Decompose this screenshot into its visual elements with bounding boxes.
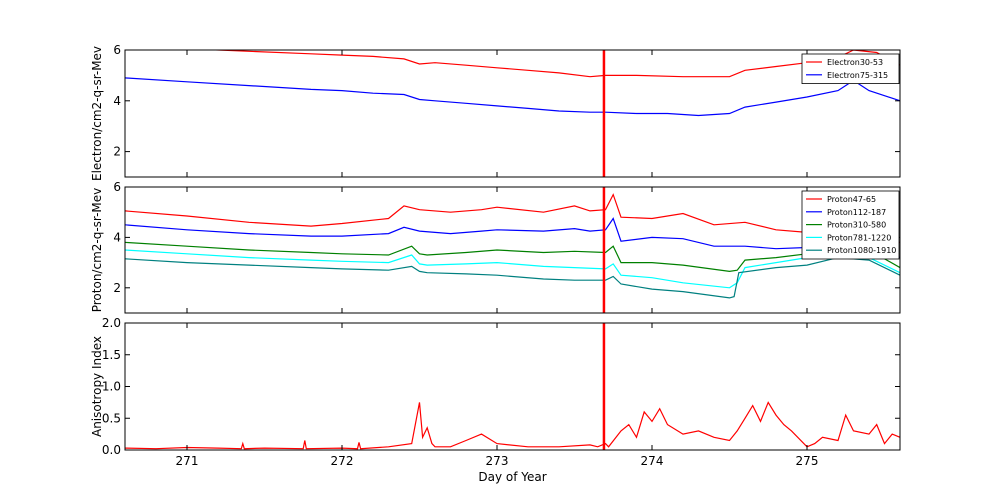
series-line-proton-1: [125, 217, 900, 259]
series-line-proton-4: [125, 256, 900, 299]
axes-frame: [124, 49, 901, 178]
legend-label: Proton47-65: [827, 195, 876, 204]
x-tick-label: 272: [331, 454, 354, 468]
series-line-proton-3: [125, 249, 900, 289]
legend-box: [801, 53, 900, 85]
axes-frame: [124, 186, 901, 314]
legend-label: Electron75-315: [827, 71, 888, 80]
legend-label: Electron30-53: [827, 58, 883, 67]
x-tick-label: 273: [486, 454, 509, 468]
legend-label: Proton781-1220: [827, 233, 891, 242]
legend-label: Proton310-580: [827, 221, 886, 230]
panel-proton: 2 4 6 Proton/cm2-q-sr-Mev Proton47-65 Proton1…: [90, 180, 901, 314]
series-line-electron-1: [125, 77, 900, 117]
legend-label: Proton1080-1910: [827, 246, 896, 255]
y-tick-label: 1.5: [102, 348, 121, 362]
y-axis-label: Proton/cm2-q-sr-Mev: [90, 188, 104, 313]
y-axis-label: Anisotropy Index: [90, 336, 104, 437]
y-axis-label: Electron/cm2-q-sr-Mev: [90, 46, 104, 181]
y-tick-label: 1.0: [102, 380, 121, 394]
x-axis-label: Day of Year: [478, 470, 546, 484]
y-tick-label: 0.5: [102, 411, 121, 425]
legend: Proton47-65 Proton112-187 Proton310-580 Pro…: [801, 190, 900, 260]
y-tick-label: 2.0: [102, 316, 121, 330]
y-tick-label: 4: [113, 230, 121, 244]
series-line-proton-2: [125, 241, 900, 273]
y-tick-label: 4: [113, 94, 121, 108]
x-tick-label: 274: [641, 454, 664, 468]
axes-frame: [124, 322, 901, 451]
x-tick-label: 275: [796, 454, 819, 468]
panel-anisotropy: 0.0 0.5 1.0 1.5 2.0 271 272 273 274 275 Anisotropy…: [90, 316, 901, 468]
series-line-proton-0: [125, 193, 900, 243]
legend: Electron30-53 Electron75-315: [801, 53, 900, 85]
y-tick-label: 6: [113, 180, 121, 194]
legend-label: Proton112-187: [827, 208, 886, 217]
y-tick-label: 6: [113, 43, 121, 57]
series-line-anisotropy-0: [125, 401, 900, 450]
y-tick-label: 0.0: [102, 443, 121, 457]
y-tick-label: 2: [113, 281, 121, 295]
x-tick-label: 271: [176, 454, 199, 468]
y-tick-label: 2: [113, 145, 121, 159]
